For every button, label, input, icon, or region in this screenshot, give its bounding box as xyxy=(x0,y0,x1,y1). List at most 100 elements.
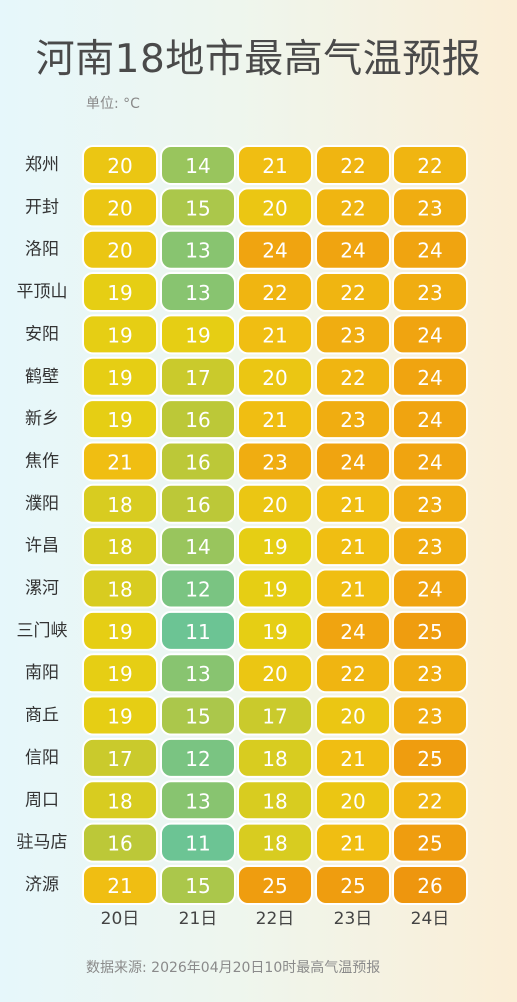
heatmap-cell-value: 20 xyxy=(107,239,132,263)
heatmap-cell: 21 xyxy=(82,864,158,905)
heatmap-cell-value: 11 xyxy=(185,832,210,856)
heatmap-cell-bg xyxy=(82,314,158,355)
city-label: 焦作 xyxy=(25,451,59,471)
heatmap-cell-value: 26 xyxy=(417,874,442,898)
heatmap-cell-value: 21 xyxy=(107,450,132,474)
heatmap-cell: 13 xyxy=(160,229,236,270)
heatmap-cell: 24 xyxy=(392,356,468,397)
heatmap-cell-bg xyxy=(315,483,391,524)
heatmap-cell-bg xyxy=(237,229,313,270)
heatmap-cell: 22 xyxy=(392,145,468,185)
heatmap-cell: 16 xyxy=(160,483,236,524)
heatmap-cell-bg xyxy=(392,356,468,397)
heatmap-cell: 19 xyxy=(160,314,236,355)
heatmap-cell-value: 23 xyxy=(417,281,442,305)
heatmap-cell-value: 25 xyxy=(417,620,442,644)
chart-title: 河南18地市最高气温预报 xyxy=(35,37,482,82)
heatmap-cell-bg xyxy=(392,483,468,524)
heatmap-cell: 22 xyxy=(315,272,391,313)
heatmap-cell-bg xyxy=(82,441,158,482)
heatmap-cell: 16 xyxy=(160,441,236,482)
heatmap-cell: 16 xyxy=(82,822,158,863)
heatmap-cell-value: 24 xyxy=(340,239,365,263)
heatmap-cell-bg xyxy=(237,314,313,355)
heatmap-cell-bg xyxy=(237,610,313,651)
heatmap-cell-bg xyxy=(82,229,158,270)
heatmap-cell-bg xyxy=(392,187,468,228)
heatmap-cell: 23 xyxy=(392,187,468,228)
heatmap-cell: 15 xyxy=(160,695,236,736)
heatmap-cell-value: 13 xyxy=(185,281,210,305)
heatmap-cell: 19 xyxy=(82,272,158,313)
heatmap-cell-bg xyxy=(315,864,391,905)
heatmap-cell-bg xyxy=(392,441,468,482)
heatmap-cell: 19 xyxy=(237,526,313,567)
heatmap-cell-value: 18 xyxy=(107,493,132,517)
heatmap-cell-value: 12 xyxy=(185,747,210,771)
heatmap-cell-bg xyxy=(82,653,158,694)
heatmap-cell-value: 20 xyxy=(340,705,365,729)
heatmap-cell-bg xyxy=(315,737,391,778)
heatmap-cell-bg xyxy=(82,272,158,313)
heatmap-cell: 11 xyxy=(160,610,236,651)
heatmap-cell-value: 23 xyxy=(417,705,442,729)
heatmap-cell: 24 xyxy=(392,441,468,482)
heatmap-cell-value: 22 xyxy=(340,366,365,390)
heatmap-cell-value: 17 xyxy=(185,366,210,390)
heatmap-cell-bg xyxy=(392,526,468,567)
heatmap-cell: 19 xyxy=(237,610,313,651)
city-label: 驻马店 xyxy=(17,833,68,853)
heatmap-cell-bg xyxy=(315,441,391,482)
heatmap-cell-bg xyxy=(82,695,158,736)
heatmap-cell-bg xyxy=(82,737,158,778)
heatmap-cell-bg xyxy=(82,864,158,905)
heatmap-cell-bg xyxy=(237,441,313,482)
heatmap-cell-bg xyxy=(82,822,158,863)
heatmap-cell: 21 xyxy=(315,483,391,524)
heatmap-cell-bg xyxy=(315,272,391,313)
heatmap-cell-bg xyxy=(392,653,468,694)
heatmap-cell: 19 xyxy=(82,314,158,355)
heatmap-cell-bg xyxy=(237,780,313,821)
city-label: 开封 xyxy=(25,197,59,217)
heatmap-cell-value: 14 xyxy=(185,154,210,178)
heatmap-cell: 25 xyxy=(237,864,313,905)
heatmap-cell-bg xyxy=(315,695,391,736)
heatmap-cell: 24 xyxy=(315,229,391,270)
heatmap-cell: 19 xyxy=(82,399,158,440)
heatmap-cell: 24 xyxy=(315,441,391,482)
heatmap-cell: 20 xyxy=(237,356,313,397)
heatmap-cell-value: 19 xyxy=(107,705,132,729)
heatmap-cell: 21 xyxy=(315,526,391,567)
heatmap-cell: 17 xyxy=(82,737,158,778)
heatmap-cell-bg xyxy=(237,526,313,567)
city-label: 鹤壁 xyxy=(25,367,59,387)
heatmap-cell: 23 xyxy=(392,272,468,313)
heatmap-cell-value: 22 xyxy=(340,662,365,686)
heatmap-cell-bg xyxy=(392,822,468,863)
city-label: 信阳 xyxy=(25,748,59,768)
heatmap-cell-bg xyxy=(237,483,313,524)
heatmap-cell-bg xyxy=(160,356,236,397)
heatmap-cell: 23 xyxy=(392,526,468,567)
heatmap-cell: 22 xyxy=(315,653,391,694)
heatmap-cell: 21 xyxy=(315,737,391,778)
heatmap-cell-bg xyxy=(392,780,468,821)
heatmap-cell: 26 xyxy=(392,864,468,905)
heatmap-cell: 18 xyxy=(237,737,313,778)
heatmap-cell-bg xyxy=(392,695,468,736)
heatmap-cell: 25 xyxy=(392,822,468,863)
heatmap-cell-value: 21 xyxy=(262,408,287,432)
heatmap-cell-value: 17 xyxy=(107,747,132,771)
heatmap-cell-value: 22 xyxy=(417,789,442,813)
heatmap-cell-bg xyxy=(237,653,313,694)
heatmap-cell-value: 20 xyxy=(262,196,287,220)
heatmap-cell: 20 xyxy=(82,187,158,228)
heatmap-cell-value: 24 xyxy=(417,366,442,390)
heatmap-cell-value: 16 xyxy=(185,493,210,517)
heatmap-cell: 11 xyxy=(160,822,236,863)
city-label: 安阳 xyxy=(25,324,59,344)
heatmap-cell: 15 xyxy=(160,864,236,905)
heatmap-cell-value: 23 xyxy=(417,662,442,686)
